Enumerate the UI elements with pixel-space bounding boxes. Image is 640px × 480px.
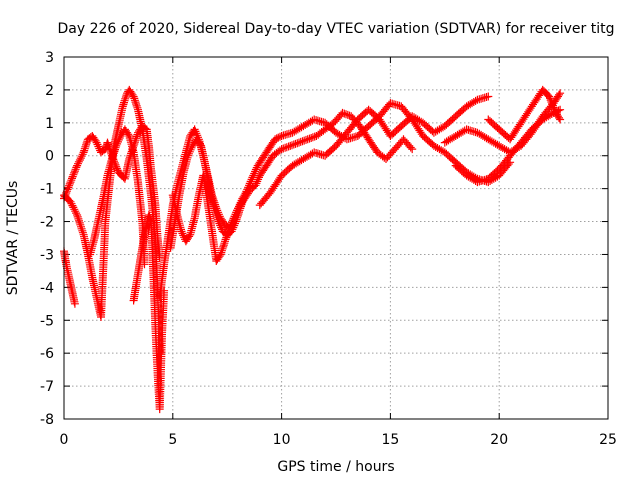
y-tick-label: 3: [45, 50, 54, 66]
x-tick-label: 25: [599, 432, 617, 448]
series-track-10: [440, 89, 565, 157]
y-tick-label: -7: [40, 379, 54, 395]
plot-frame: [63, 56, 609, 420]
y-tick-label: 2: [45, 83, 54, 99]
x-tick-label: 15: [381, 432, 399, 448]
y-tick-label: -6: [40, 346, 54, 362]
data-marker-track: [440, 89, 565, 157]
x-tick-label: 5: [168, 432, 177, 448]
series-track-7: [166, 99, 515, 252]
x-axis-label: GPS time / hours: [277, 459, 394, 475]
series-track-4: [86, 125, 149, 269]
y-tick-label: -3: [40, 247, 54, 263]
data-marker-track: [484, 85, 565, 144]
series-track-9: [255, 92, 493, 210]
y-tick-label: 0: [45, 149, 54, 165]
x-tick-label: 0: [60, 432, 69, 448]
y-tick-label: 1: [45, 116, 54, 132]
y-axis-label: SDTVAR / TECUs: [5, 181, 21, 296]
y-tick-label: -8: [40, 412, 54, 428]
data-points: [60, 85, 565, 414]
y-tick-label: -4: [40, 280, 54, 296]
data-marker-track: [129, 211, 169, 414]
data-marker-track: [168, 108, 417, 265]
data-marker-track: [86, 125, 149, 269]
chart-title: Day 226 of 2020, Sidereal Day-to-day VTE…: [58, 21, 615, 37]
data-marker-track: [166, 99, 515, 252]
series-track-1: [60, 247, 79, 308]
data-marker-track: [451, 105, 565, 187]
x-tick-label: 20: [490, 432, 508, 448]
series-track-5: [129, 211, 169, 414]
series-track-12: [484, 85, 565, 144]
series-track-11: [451, 105, 565, 187]
y-tick-label: -2: [40, 215, 54, 231]
data-marker-track: [60, 247, 79, 308]
axis-ticks: 0 5 10 15 20 25 -8 -7 -6 -5 -4 -3 -2 -1 0 1 2 3: [40, 50, 617, 448]
series-track-8: [168, 108, 417, 265]
data-marker-track: [255, 92, 493, 210]
y-tick-label: -1: [40, 182, 54, 198]
y-tick-label: -5: [40, 313, 54, 329]
x-tick-label: 10: [273, 432, 291, 448]
